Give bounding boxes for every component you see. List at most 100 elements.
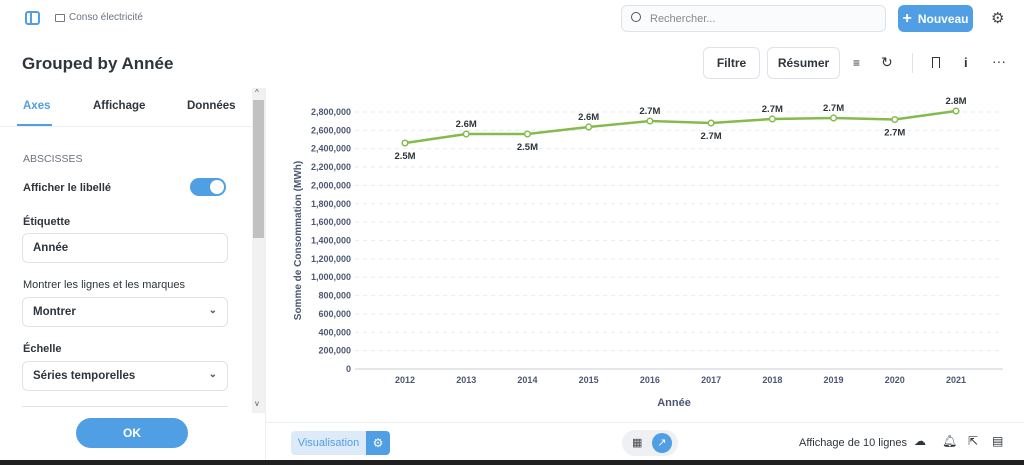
bell-icon[interactable]: 🔔︎	[942, 434, 958, 448]
data-label: 2.5M	[517, 142, 538, 153]
share-icon[interactable]: ⇱	[968, 434, 979, 448]
y-tick-label: 2,400,000	[311, 144, 351, 154]
y-tick-label: 1,800,000	[311, 199, 351, 209]
x-tick-label: 2014	[517, 375, 537, 385]
settings-sidebar: Axes Affichage Données ^ v ABSCISSES Affi…	[0, 88, 266, 460]
data-label: 2.6M	[456, 119, 477, 130]
data-point	[952, 107, 960, 115]
series-line	[404, 109, 957, 145]
data-point	[523, 130, 531, 138]
visualization-button[interactable]: Visualisation	[291, 431, 366, 455]
divider	[912, 53, 913, 73]
x-tick-label: 2012	[395, 375, 415, 385]
x-tick-label: 2015	[579, 375, 599, 385]
lines-title: Montrer les lignes et les marques	[23, 279, 186, 291]
data-point	[768, 115, 776, 123]
y-tick-label: 2,200,000	[311, 162, 351, 172]
y-tick-label: 200,000	[318, 346, 351, 356]
scale-select[interactable]: Séries temporelles ⌄	[22, 361, 228, 391]
data-label: 2.5M	[394, 151, 415, 162]
x-tick-label: 2017	[701, 375, 721, 385]
scrollbar[interactable]: ^ v	[252, 88, 265, 413]
sort-icon[interactable]: ≡	[853, 56, 861, 70]
tabs-divider	[0, 126, 252, 127]
data-label: 2.7M	[884, 128, 905, 139]
y-tick-label: 2,000,000	[311, 180, 351, 190]
line-chart-icon[interactable]: ↗	[652, 433, 672, 453]
x-tick-label: 2018	[762, 375, 782, 385]
view-toggle: ▦ ↗	[622, 430, 678, 456]
gear-icon[interactable]: ⚙	[991, 10, 1005, 27]
y-tick-label: 400,000	[318, 327, 351, 337]
y-tick-label: 800,000	[318, 291, 351, 301]
info-icon[interactable]: i	[964, 55, 968, 70]
row-count: Affichage de 10 lignes	[799, 437, 908, 449]
taskbar	[0, 460, 1024, 465]
data-label: 2.8M	[945, 96, 966, 107]
scale-title: Échelle	[23, 343, 62, 355]
search-placeholder: Rechercher...	[650, 13, 716, 25]
data-point	[830, 114, 838, 122]
footer-bar: Visualisation ⚙ ▦ ↗ Affichage de 10 lign…	[266, 422, 1024, 460]
data-point	[646, 117, 654, 125]
lines-select[interactable]: Montrer ⌄	[22, 297, 228, 327]
x-axis-title: Année	[657, 397, 691, 409]
data-label: 2.6M	[578, 112, 599, 123]
ok-button[interactable]: OK	[76, 418, 188, 448]
data-point	[891, 115, 899, 124]
label-input[interactable]: Année	[22, 233, 228, 263]
data-label: 2.7M	[701, 131, 722, 142]
y-tick-label: 1,200,000	[311, 254, 351, 264]
data-point	[462, 130, 470, 138]
y-tick-label: 2,800,000	[311, 107, 351, 117]
x-tick-label: 2020	[885, 375, 905, 385]
top-bar: Conso électricité Rechercher... + Nouveau…	[0, 0, 1024, 40]
summarize-button[interactable]: Résumer	[767, 47, 840, 79]
y-tick-label: 2,600,000	[311, 125, 351, 135]
data-label: 2.7M	[639, 106, 660, 117]
line-chart: 0 200,000 400,000 600,000 800,000 1,000,000 1,…	[293, 96, 1003, 409]
chevron-down-icon: ⌄	[208, 305, 217, 316]
more-icon[interactable]: ···	[992, 53, 1006, 69]
calendar-icon[interactable]: ▤	[992, 434, 1004, 448]
data-label: 2.7M	[762, 104, 783, 115]
y-axis-title: Somme de Consommation (MWh)	[293, 161, 304, 320]
show-label-text: Afficher le libellé	[23, 182, 112, 194]
data-label: 2.7M	[823, 103, 844, 114]
new-button[interactable]: + Nouveau	[898, 5, 973, 32]
data-point	[401, 139, 409, 147]
label-title: Étiquette	[23, 216, 71, 228]
breadcrumb[interactable]: Conso électricité	[69, 12, 143, 23]
sidebar-toggle-icon[interactable]	[25, 11, 40, 25]
section-title: ABSCISSES	[23, 153, 83, 165]
search-icon	[631, 12, 641, 22]
filter-button[interactable]: Filtre	[703, 47, 760, 79]
x-tick-label: 2013	[456, 375, 476, 385]
tab-data[interactable]: Données	[187, 100, 236, 112]
download-icon[interactable]: ☁	[914, 434, 926, 448]
page-title: Grouped by Année	[22, 54, 174, 73]
tab-display[interactable]: Affichage	[93, 100, 146, 112]
y-tick-label: 1,400,000	[311, 236, 351, 246]
show-label-toggle[interactable]	[190, 178, 226, 196]
tab-axes[interactable]: Axes	[23, 100, 51, 112]
y-tick-label: 600,000	[318, 309, 351, 319]
y-tick-label: 0	[346, 364, 351, 374]
plus-icon: +	[902, 9, 912, 27]
data-point	[585, 123, 593, 131]
bookmark-icon[interactable]	[932, 57, 940, 68]
chevron-down-icon: ⌄	[208, 369, 217, 380]
x-tick-label: 2019	[824, 375, 844, 385]
viz-settings-gear-icon[interactable]: ⚙	[366, 431, 390, 455]
refresh-icon[interactable]: ↻	[881, 54, 893, 70]
y-tick-label: 1,600,000	[311, 217, 351, 227]
divider	[22, 406, 228, 407]
x-tick-label: 2016	[640, 375, 660, 385]
tab-underline	[17, 124, 52, 126]
table-icon[interactable]: ▦	[632, 437, 643, 449]
x-tick-label: 2021	[946, 375, 966, 385]
search-input[interactable]: Rechercher...	[621, 5, 886, 32]
folder-icon	[55, 14, 65, 22]
data-point	[707, 119, 715, 127]
y-tick-label: 1,000,000	[311, 272, 351, 282]
